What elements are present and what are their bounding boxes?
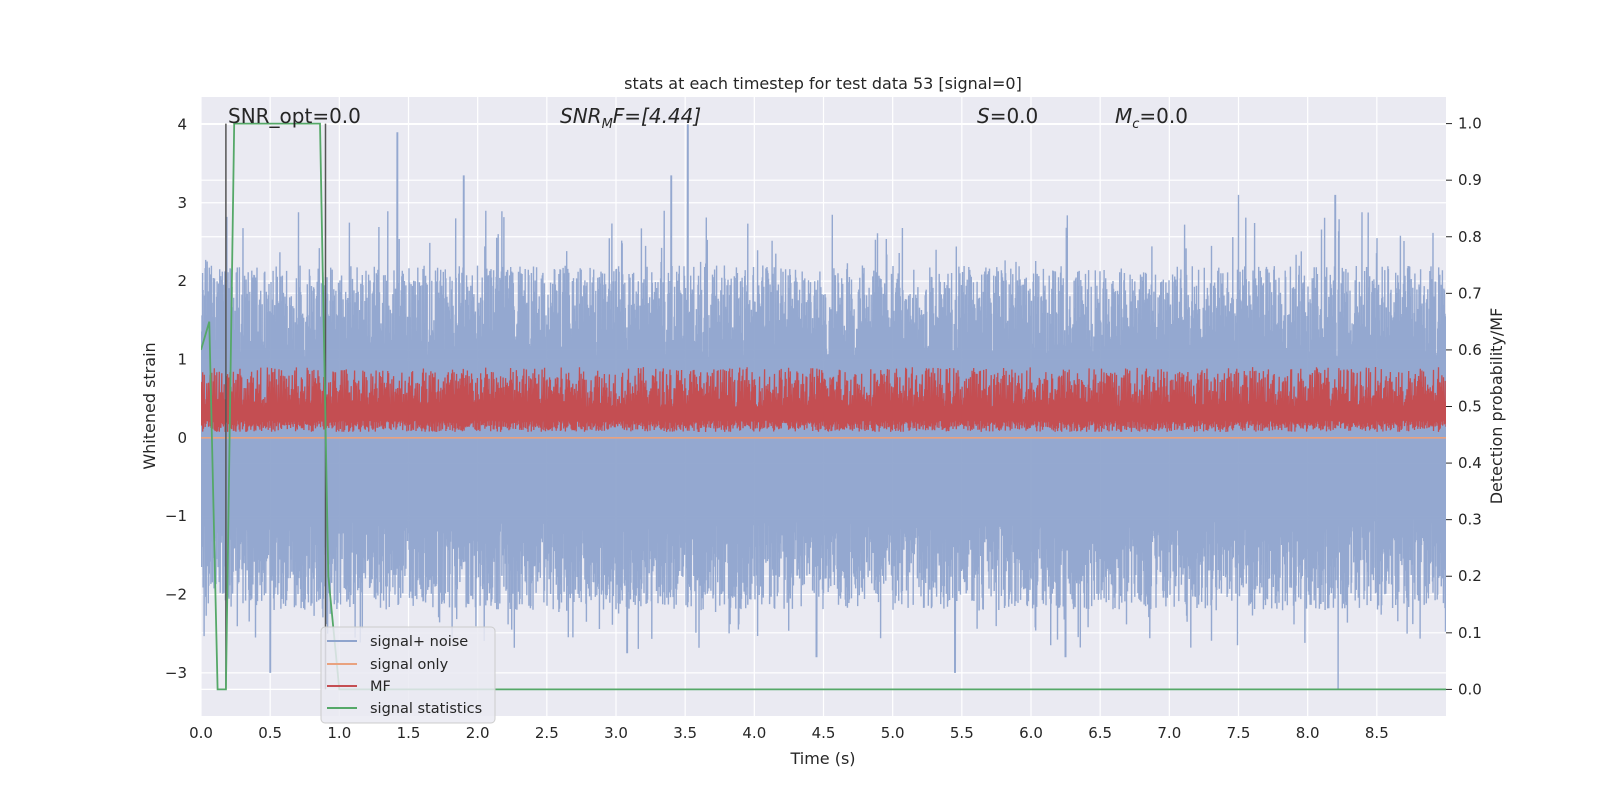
annotation-snr-mf-rest: F=[4.44] (613, 104, 701, 128)
x-tick-label: 5.0 (881, 724, 905, 742)
x-tick-label: 6.5 (1088, 724, 1112, 742)
x-tick-label: 3.0 (604, 724, 628, 742)
x-axis-label: Time (s) (789, 749, 855, 768)
series-mf (201, 366, 1446, 433)
legend: signal+ noise signal only MF signal stat… (320, 626, 496, 724)
y-right-tick-label: 0.5 (1458, 398, 1482, 416)
y-left-tick-label: 4 (177, 115, 187, 133)
y-right-tick-label: 0.3 (1458, 511, 1482, 529)
annotation-s-rest: =0.0 (990, 104, 1039, 128)
y-axis-left-label: Whitened strain (140, 342, 159, 469)
x-tick-label: 3.5 (673, 724, 697, 742)
x-tick-label: 4.0 (742, 724, 766, 742)
y-left-tick-label: 2 (177, 272, 187, 290)
x-tick-label: 1.0 (327, 724, 351, 742)
x-tick-label: 6.0 (1019, 724, 1043, 742)
ticks: 0.0 0.5 1.0 1.5 2.0 2.5 3.0 3.5 4.0 4.5 5.0 5.5 6.0 6… (165, 115, 1482, 742)
x-tick-label: 8.0 (1296, 724, 1320, 742)
x-tick-label: 5.5 (950, 724, 974, 742)
y-right-tick-label: 0.7 (1458, 284, 1482, 302)
annotation-snr-mf-sub: M (602, 117, 613, 132)
y-axis-right-label: Detection probability/MF (1487, 308, 1506, 505)
x-tick-label: 4.5 (812, 724, 836, 742)
y-left-tick-label: −1 (165, 507, 187, 525)
y-right-tick-label: 0.1 (1458, 624, 1482, 642)
y-right-tick-label: 0.0 (1458, 680, 1482, 698)
y-right-tick-label: 1.0 (1458, 115, 1482, 133)
y-left-tick-label: −3 (165, 664, 187, 682)
annotation-snr-mf: SNRMF=[4.44] (560, 104, 701, 132)
y-right-tick-label: 0.2 (1458, 567, 1482, 585)
y-left-tick-label: 3 (177, 194, 187, 212)
series-signal-noise (201, 124, 1446, 689)
annotation-mc: Mc=0.0 (1115, 104, 1188, 132)
x-tick-label: 8.5 (1365, 724, 1389, 742)
x-tick-label: 7.0 (1157, 724, 1181, 742)
legend-label-signal-noise: signal+ noise (370, 634, 468, 650)
x-tick-label: 0.0 (189, 724, 213, 742)
x-tick-label: 2.5 (535, 724, 559, 742)
annotation-mc-rest: =0.0 (1139, 104, 1188, 128)
chart-title: stats at each timestep for test data 53 … (624, 74, 1022, 93)
annotation-snr-mf-main: SNR (560, 104, 602, 128)
y-right-tick-label: 0.8 (1458, 228, 1482, 246)
annotation-mc-main: M (1115, 104, 1132, 128)
y-right-tick-label: 0.4 (1458, 454, 1482, 472)
y-right-tick-label: 0.9 (1458, 171, 1482, 189)
x-tick-label: 0.5 (258, 724, 282, 742)
annotation-snr-opt: SNR_opt=0.0 (228, 104, 361, 128)
y-left-tick-label: 0 (177, 429, 187, 447)
annotation-s: S=0.0 (977, 104, 1038, 128)
x-tick-label: 2.0 (466, 724, 490, 742)
legend-label-signal-only: signal only (370, 657, 449, 673)
x-tick-label: 7.5 (1227, 724, 1251, 742)
legend-box (320, 626, 496, 724)
x-tick-label: 1.5 (397, 724, 421, 742)
annotation-s-main: S (977, 104, 990, 128)
legend-label-mf: MF (370, 679, 391, 695)
y-left-tick-label: −2 (165, 586, 187, 604)
legend-label-signal-statistics: signal statistics (370, 701, 482, 717)
y-right-tick-label: 0.6 (1458, 341, 1482, 359)
annotation-mc-sub: c (1132, 117, 1139, 132)
y-left-tick-label: 1 (177, 350, 187, 368)
